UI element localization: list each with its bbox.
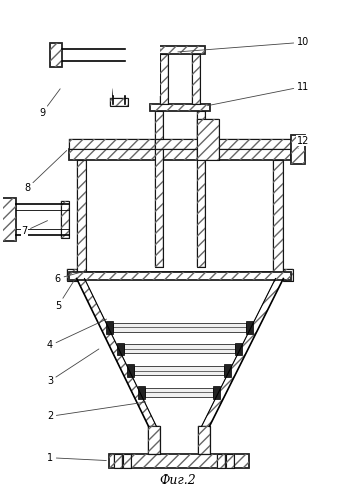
Text: 4: 4: [47, 319, 107, 350]
Bar: [77, 160, 86, 271]
Text: 12: 12: [297, 136, 309, 149]
Bar: [198, 426, 210, 454]
Bar: [50, 43, 62, 67]
Bar: [291, 135, 305, 164]
Bar: [134, 366, 224, 375]
Bar: [217, 454, 225, 468]
Bar: [149, 426, 160, 454]
Bar: [213, 386, 220, 399]
Text: Фиг.2: Фиг.2: [160, 474, 196, 487]
Bar: [197, 111, 205, 139]
Bar: [155, 46, 205, 54]
Bar: [113, 44, 160, 96]
Text: 7: 7: [21, 221, 47, 237]
Bar: [155, 149, 163, 267]
Bar: [226, 454, 234, 468]
Bar: [283, 268, 293, 281]
Bar: [138, 386, 145, 399]
Bar: [246, 321, 253, 334]
Bar: [114, 454, 122, 468]
Bar: [69, 271, 291, 279]
Bar: [155, 149, 163, 267]
Bar: [2, 198, 16, 241]
Bar: [155, 139, 205, 149]
Text: 10: 10: [178, 37, 309, 52]
Bar: [106, 321, 113, 334]
Bar: [145, 388, 213, 397]
Bar: [123, 454, 131, 468]
Bar: [67, 268, 77, 281]
Bar: [117, 342, 124, 355]
Bar: [69, 149, 291, 160]
Bar: [67, 268, 77, 281]
Bar: [155, 111, 163, 139]
Bar: [110, 98, 128, 106]
Bar: [273, 160, 283, 271]
Bar: [155, 139, 205, 149]
Bar: [235, 342, 242, 355]
Bar: [110, 98, 128, 106]
Bar: [192, 54, 200, 104]
Bar: [124, 344, 235, 353]
Text: 3: 3: [47, 349, 99, 386]
Bar: [69, 139, 155, 149]
Text: 11: 11: [207, 81, 309, 106]
Bar: [127, 364, 134, 377]
Bar: [291, 135, 305, 164]
Text: 8: 8: [24, 151, 67, 193]
Bar: [109, 454, 249, 468]
Bar: [192, 54, 200, 104]
Bar: [114, 454, 122, 468]
Bar: [61, 201, 69, 238]
Text: 2: 2: [47, 402, 146, 421]
Bar: [150, 104, 210, 111]
Bar: [155, 46, 205, 54]
Bar: [123, 454, 131, 468]
Bar: [198, 426, 210, 454]
Bar: [149, 426, 160, 454]
Bar: [273, 160, 283, 271]
Text: 1: 1: [47, 453, 106, 463]
Bar: [197, 149, 205, 267]
Bar: [69, 139, 155, 149]
Bar: [197, 119, 219, 160]
Bar: [77, 271, 283, 278]
Text: 5: 5: [55, 279, 75, 311]
Bar: [224, 364, 231, 377]
Bar: [155, 111, 163, 139]
Text: 9: 9: [39, 89, 60, 118]
Bar: [69, 149, 291, 160]
Bar: [77, 271, 283, 278]
Bar: [198, 426, 210, 454]
Bar: [150, 104, 210, 111]
Bar: [160, 54, 168, 104]
Bar: [226, 454, 234, 468]
Bar: [205, 139, 291, 149]
Bar: [61, 201, 69, 238]
Bar: [217, 454, 225, 468]
Bar: [69, 271, 291, 279]
Bar: [77, 160, 86, 271]
Text: 6: 6: [55, 271, 84, 283]
Bar: [205, 139, 291, 149]
Bar: [197, 111, 205, 139]
Bar: [160, 54, 168, 104]
Bar: [2, 198, 16, 241]
Bar: [149, 426, 160, 454]
Bar: [197, 149, 205, 267]
Bar: [283, 268, 293, 281]
Bar: [197, 119, 219, 160]
Bar: [113, 323, 246, 332]
Bar: [109, 454, 249, 468]
Bar: [50, 43, 62, 67]
